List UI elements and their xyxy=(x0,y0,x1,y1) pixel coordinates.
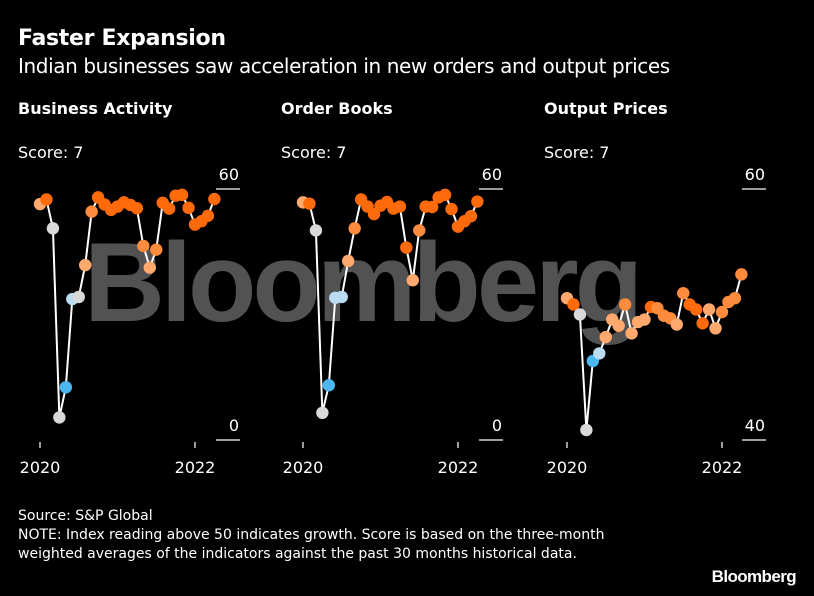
data-point-2022-03 xyxy=(464,209,478,223)
data-point-2021-07 xyxy=(150,243,163,256)
x-tick-label-2020: 2020 xyxy=(283,458,324,477)
panel-title-output-prices: Output Prices xyxy=(544,99,668,118)
score-order-books: Score: 7 xyxy=(281,143,347,162)
data-point-2021-09 xyxy=(162,202,176,215)
data-point-2020-12 xyxy=(367,207,381,221)
data-point-2020-07 xyxy=(72,290,85,304)
data-point-2020-09 xyxy=(612,319,625,332)
y-tick-label-bottom: 0 xyxy=(229,416,239,435)
data-point-2020-07 xyxy=(599,330,612,344)
data-point-2020-09 xyxy=(85,205,98,218)
score-output-prices: Score: 7 xyxy=(544,143,610,162)
footnote: NOTE: Index reading above 50 indicates g… xyxy=(18,527,605,562)
data-point-2020-03 xyxy=(573,308,587,321)
data-point-2020-04 xyxy=(580,423,593,437)
data-point-2021-01 xyxy=(638,313,651,326)
y-tick-label-top: 60 xyxy=(219,165,239,184)
data-point-2021-07 xyxy=(413,224,426,237)
data-point-2021-06 xyxy=(406,273,419,287)
data-point-2021-04 xyxy=(130,202,144,215)
data-point-2021-05 xyxy=(137,239,150,253)
source-note: Source: S&P Global xyxy=(18,508,153,524)
data-point-2020-02 xyxy=(567,298,580,311)
y-tick-label-bottom: 40 xyxy=(745,416,765,435)
bloomberg-logo: Bloomberg xyxy=(711,567,797,586)
data-point-2021-12 xyxy=(182,201,195,215)
y-tick-label-top: 60 xyxy=(745,165,765,184)
data-point-2020-09 xyxy=(348,222,361,235)
data-point-2021-09 xyxy=(425,200,439,214)
y-tick-label-top: 60 xyxy=(482,165,502,184)
data-point-2020-06 xyxy=(593,347,606,360)
data-point-2020-11 xyxy=(625,327,638,340)
x-tick-label-2022: 2022 xyxy=(175,458,216,477)
data-point-2020-05 xyxy=(59,381,73,394)
data-point-2021-04 xyxy=(393,200,407,213)
data-point-2021-11 xyxy=(438,188,452,202)
data-point-2021-05 xyxy=(400,241,413,254)
data-point-2020-04 xyxy=(53,411,66,424)
data-point-2021-11 xyxy=(702,303,716,316)
score-business-activity: Score: 7 xyxy=(18,143,84,162)
data-point-2020-05 xyxy=(322,378,336,392)
data-point-2021-09 xyxy=(689,303,703,316)
data-point-2022-01 xyxy=(715,305,729,319)
x-tick-label-2022: 2022 xyxy=(702,458,743,477)
data-point-2021-06 xyxy=(670,318,683,331)
series-line xyxy=(566,274,743,431)
x-tick-label-2022: 2022 xyxy=(438,458,479,477)
data-point-2021-06 xyxy=(143,261,156,274)
data-point-2020-08 xyxy=(342,254,355,268)
data-point-2021-11 xyxy=(175,188,189,202)
data-point-2020-02 xyxy=(40,193,53,206)
data-point-2022-04 xyxy=(208,192,221,206)
y-tick-label-bottom: 0 xyxy=(492,416,502,435)
data-point-2021-12 xyxy=(445,202,458,216)
x-tick-label-2020: 2020 xyxy=(547,458,588,477)
chart-subtitle: Indian businesses saw acceleration in ne… xyxy=(18,54,670,78)
data-point-2020-03 xyxy=(46,222,60,235)
chart-title: Faster Expansion xyxy=(18,26,226,51)
data-point-2020-07 xyxy=(335,290,348,304)
data-point-2022-04 xyxy=(471,195,484,208)
data-point-2021-12 xyxy=(709,322,722,335)
panel-title-business-activity: Business Activity xyxy=(18,99,173,118)
data-point-2022-04 xyxy=(735,268,748,281)
data-point-2021-07 xyxy=(677,286,690,300)
data-point-2020-10 xyxy=(618,298,632,311)
x-tick-label-2020: 2020 xyxy=(20,458,61,477)
panel-title-order-books: Order Books xyxy=(281,99,393,118)
data-point-2020-08 xyxy=(79,258,92,272)
data-point-2022-03 xyxy=(201,209,215,222)
data-point-2021-10 xyxy=(696,317,709,330)
data-point-2020-02 xyxy=(303,197,316,210)
data-point-2020-04 xyxy=(316,406,329,420)
data-point-2022-03 xyxy=(728,291,742,305)
data-point-2020-03 xyxy=(309,224,323,237)
